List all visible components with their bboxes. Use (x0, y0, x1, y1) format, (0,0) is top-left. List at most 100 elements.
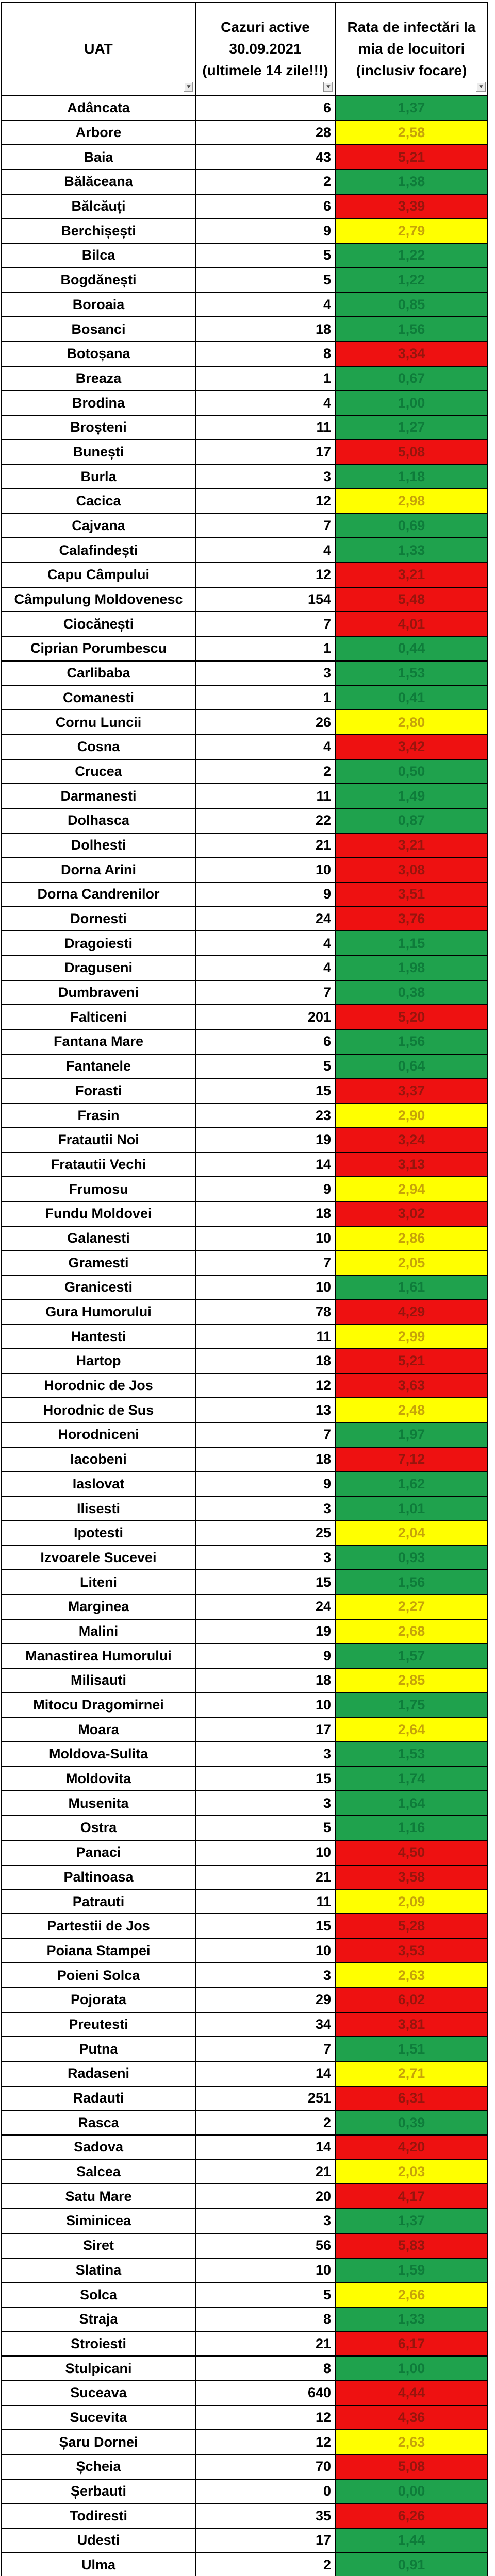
table-row: Frasin 23 2,90 (1, 1104, 488, 1128)
rate-cell: 2,79 (336, 219, 488, 244)
rate-cell: 4,44 (336, 2381, 488, 2406)
rate-cell: 1,97 (336, 1423, 488, 1448)
uat-cell: Patrauti (1, 1890, 196, 1914)
table-row: Ciocănești 7 4,01 (1, 612, 488, 637)
uat-cell: Sucevita (1, 2405, 196, 2431)
table-row: Radaseni 14 2,71 (1, 2062, 488, 2087)
rate-cell: 1,37 (336, 2209, 488, 2234)
table-row: Draguseni 4 1,98 (1, 956, 488, 981)
rate-cell: 2,04 (336, 1521, 488, 1546)
rate-cell: 3,58 (336, 1865, 488, 1890)
uat-cell: Ipotesti (1, 1521, 196, 1546)
filter-dropdown-icon: ▼ (325, 84, 332, 90)
table-row: Suceava 640 4,44 (1, 2381, 488, 2406)
rate-cell: 1,44 (336, 2529, 488, 2553)
table-row: Cacica 12 2,98 (1, 489, 488, 514)
cases-cell: 20 (196, 2184, 336, 2210)
rate-cell: 2,99 (336, 1325, 488, 1350)
rate-cell: 0,00 (336, 2479, 488, 2504)
table-row: Horodnic de Sus 13 2,48 (1, 1398, 488, 1423)
uat-cell: Dumbraveni (1, 980, 196, 1006)
rate-cell: 2,71 (336, 2062, 488, 2087)
uat-cell: Manastirea Humorului (1, 1644, 196, 1669)
uat-cell: Salcea (1, 2160, 196, 2185)
rate-cell: 5,20 (336, 1005, 488, 1030)
rate-cell: 2,66 (336, 2283, 488, 2308)
uat-cell: Malini (1, 1619, 196, 1645)
rate-cell: 2,80 (336, 710, 488, 735)
table-row: Baia 43 5,21 (1, 145, 488, 171)
rate-cell: 5,28 (336, 1914, 488, 1939)
rate-cell: 3,76 (336, 907, 488, 932)
cases-cell: 15 (196, 1914, 336, 1939)
table-row: Dolhesti 21 3,21 (1, 833, 488, 858)
cases-cell: 21 (196, 2160, 336, 2185)
uat-cell: Hantesti (1, 1325, 196, 1350)
rate-cell: 1,00 (336, 391, 488, 416)
uat-cell: Panaci (1, 1840, 196, 1866)
cases-cell: 3 (196, 1497, 336, 1521)
filter-button-infection-rate[interactable]: ▼ (476, 82, 486, 92)
uat-cell: Dolhasca (1, 808, 196, 834)
table-row: Bosanci 18 1,56 (1, 317, 488, 342)
rate-cell: 1,53 (336, 1742, 488, 1767)
uat-cell: Mitocu Dragomirnei (1, 1693, 196, 1718)
table-row: Forasti 15 3,37 (1, 1079, 488, 1104)
cases-cell: 28 (196, 121, 336, 146)
uat-cell: Berchișești (1, 219, 196, 244)
rate-cell: 1,98 (336, 956, 488, 981)
table-row: Ciprian Porumbescu 1 0,44 (1, 637, 488, 662)
table-row: Satu Mare 20 4,17 (1, 2184, 488, 2210)
table-row: Falticeni 201 5,20 (1, 1005, 488, 1030)
table-row: Paltinoasa 21 3,58 (1, 1865, 488, 1890)
rate-cell: 0,50 (336, 759, 488, 785)
filter-button-active-cases[interactable]: ▼ (323, 82, 333, 92)
uat-cell: Dornesti (1, 907, 196, 932)
table-row: Gramesti 7 2,05 (1, 1251, 488, 1276)
cases-cell: 10 (196, 1939, 336, 1964)
rate-cell: 1,00 (336, 2357, 488, 2381)
uat-cell: Comanesti (1, 686, 196, 711)
rate-cell: 1,56 (336, 317, 488, 342)
rate-cell: 4,36 (336, 2405, 488, 2431)
uat-cell: Ostra (1, 1816, 196, 1841)
table-row: Hartop 18 5,21 (1, 1349, 488, 1374)
cases-cell: 23 (196, 1104, 336, 1128)
table-row: Calafindești 4 1,33 (1, 538, 488, 564)
cases-cell: 9 (196, 883, 336, 907)
uat-cell: Radauti (1, 2086, 196, 2111)
filter-button-uat[interactable]: ▼ (184, 82, 193, 92)
table-row: Manastirea Humorului 9 1,57 (1, 1644, 488, 1669)
uat-cell: Boroaia (1, 293, 196, 318)
cases-cell: 9 (196, 1472, 336, 1497)
cases-cell: 34 (196, 2012, 336, 2038)
uat-cell: Suceava (1, 2381, 196, 2406)
table-row: Poiana Stampei 10 3,53 (1, 1939, 488, 1964)
cases-cell: 4 (196, 956, 336, 981)
table-row: Carlibaba 3 1,53 (1, 661, 488, 686)
rate-cell: 6,26 (336, 2504, 488, 2529)
cases-cell: 6 (196, 1030, 336, 1055)
table-row: Salcea 21 2,03 (1, 2160, 488, 2185)
cases-cell: 21 (196, 1865, 336, 1890)
rate-cell: 4,17 (336, 2184, 488, 2210)
uat-cell: Gura Humorului (1, 1300, 196, 1325)
cases-cell: 1 (196, 637, 336, 662)
table-row: Cajvana 7 0,69 (1, 514, 488, 539)
uat-cell: Frasin (1, 1104, 196, 1128)
cases-cell: 12 (196, 2430, 336, 2455)
table-row: Capu Câmpului 12 3,21 (1, 563, 488, 588)
uat-cell: Moara (1, 1718, 196, 1743)
table-row: Mitocu Dragomirnei 10 1,75 (1, 1693, 488, 1718)
uat-cell: Dolhesti (1, 833, 196, 858)
table-row: Siminicea 3 1,37 (1, 2209, 488, 2234)
rate-cell: 3,34 (336, 342, 488, 367)
cases-cell: 12 (196, 1374, 336, 1399)
uat-cell: Capu Câmpului (1, 563, 196, 588)
rate-cell: 3,53 (336, 1939, 488, 1964)
table-row: Poieni Solca 3 2,63 (1, 1963, 488, 1988)
rate-cell: 1,74 (336, 1767, 488, 1792)
table-row: Moldovita 15 1,74 (1, 1767, 488, 1792)
rate-cell: 2,90 (336, 1104, 488, 1128)
rate-cell: 2,85 (336, 1669, 488, 1693)
